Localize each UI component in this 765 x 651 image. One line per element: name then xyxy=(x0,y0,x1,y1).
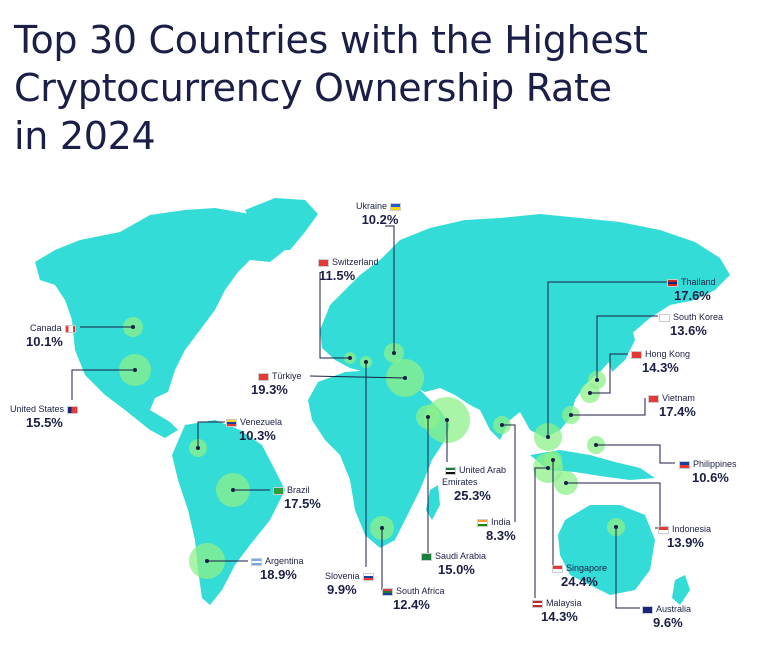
north-america-land xyxy=(35,208,285,438)
vietnam-leader xyxy=(571,398,646,416)
africa-land xyxy=(308,370,450,548)
japan-land xyxy=(608,320,635,372)
thailand-leader xyxy=(547,281,670,437)
label-switzerland: Switzerland 11.5% xyxy=(318,257,379,283)
turkiye-leader xyxy=(309,375,406,379)
india-leader xyxy=(502,424,516,522)
label-ukraine: Ukraine 10.2% xyxy=(345,200,415,228)
label-australia: Australia 9.6% xyxy=(639,603,691,631)
label-hong-kong: Hong Kong 14.3% xyxy=(628,348,690,376)
label-philippines: Philippines 10.6% xyxy=(676,458,737,486)
leader-lines xyxy=(71,225,675,609)
ukraine-leader xyxy=(385,225,395,353)
label-thailand: Thailand 17.6% xyxy=(664,276,716,304)
label-argentina: Argentina 18.9% xyxy=(248,555,304,583)
highlight-layer xyxy=(119,317,625,579)
label-indonesia: Indonesia 13.9% xyxy=(655,523,711,551)
hong-kong-leader xyxy=(590,353,628,394)
label-uae: United Arab Emirates 25.3% xyxy=(442,465,507,503)
australia-leader xyxy=(615,527,640,609)
title-line-3: in 2024 xyxy=(14,114,156,158)
label-singapore: Singapore 24.4% xyxy=(549,562,607,590)
new-zealand-land xyxy=(672,575,690,605)
map-title: Top 30 Countries with the Highest Crypto… xyxy=(14,16,734,160)
label-canada: Canada 10.1% xyxy=(26,322,79,350)
label-south-africa: South Africa 12.4% xyxy=(379,585,445,613)
greenland-land xyxy=(245,198,318,250)
label-united-states: United States 15.5% xyxy=(10,403,81,431)
south-korea-leader xyxy=(596,315,658,380)
label-vietnam: Vietnam 17.4% xyxy=(645,392,696,420)
label-malaysia: Malaysia 14.3% xyxy=(529,597,582,625)
title-line-2: Cryptocurrency Ownership Rate xyxy=(14,66,612,110)
label-south-korea: South Korea 13.6% xyxy=(656,311,723,339)
label-brazil: Brazil 17.5% xyxy=(270,484,321,512)
australia-land xyxy=(558,505,655,595)
label-saudi-arabia: Saudi Arabia 15.0% xyxy=(418,550,486,578)
marker-dots xyxy=(131,325,618,563)
malaysia-leader xyxy=(534,467,548,598)
madagascar-land xyxy=(426,485,440,520)
label-slovenia: Slovenia 9.9% xyxy=(325,570,377,598)
philippines-leader xyxy=(596,444,675,464)
indonesia-leader xyxy=(566,482,661,529)
venezuela-leader xyxy=(197,421,225,448)
switzerland-leader xyxy=(319,272,350,359)
label-turkiye: Türkiye 19.3% xyxy=(251,371,302,397)
label-india: India 8.3% xyxy=(474,516,516,544)
title-line-1: Top 30 Countries with the Highest xyxy=(14,18,648,62)
us-leader xyxy=(71,369,135,400)
label-venezuela: Venezuela 10.3% xyxy=(223,416,282,444)
